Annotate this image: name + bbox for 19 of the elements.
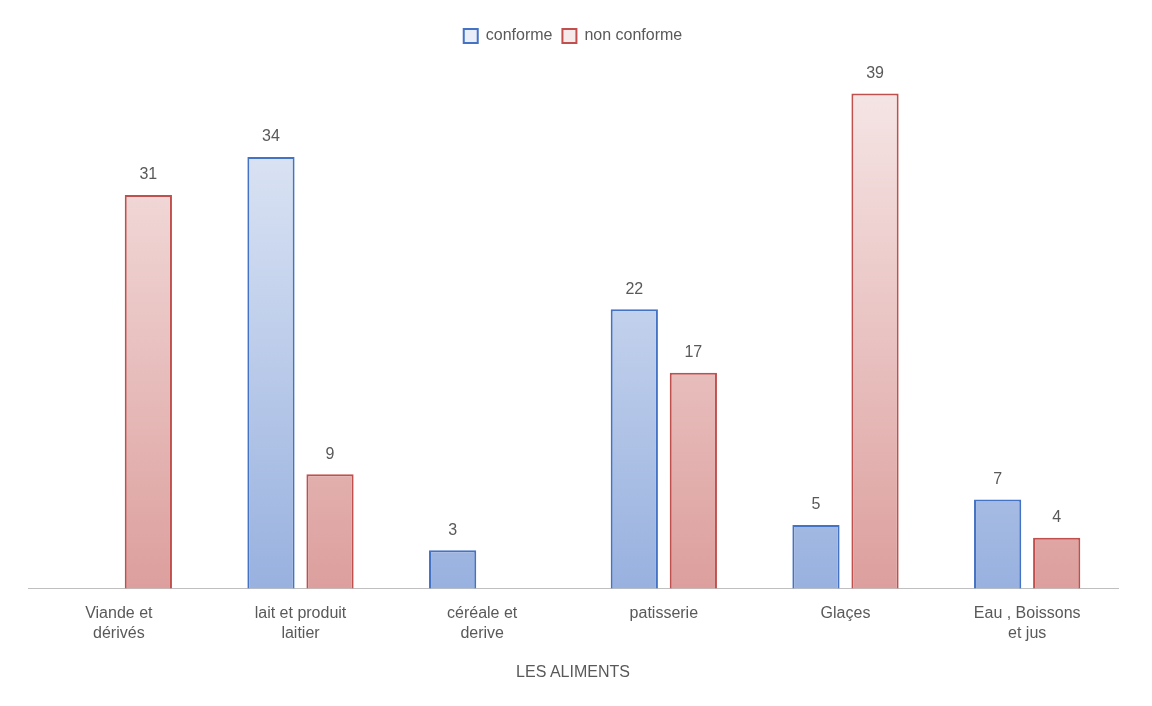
data-label: 7 — [993, 469, 1003, 487]
x-tick-label: Glaçes — [820, 604, 871, 622]
data-label: 4 — [1052, 508, 1062, 526]
data-label: 22 — [625, 279, 644, 297]
data-label: 3 — [448, 520, 458, 538]
x-axis-title: LES ALIMENTS — [516, 662, 630, 680]
legend-label: conforme — [485, 26, 553, 44]
data-label: 31 — [139, 165, 158, 183]
data-label: 39 — [866, 63, 885, 81]
x-tick-label: céréale et derive — [447, 604, 518, 641]
data-label: 5 — [811, 495, 821, 513]
data-label: 9 — [325, 444, 335, 462]
x-tick-label: patisserie — [629, 604, 699, 622]
legend-label: non conforme — [584, 26, 683, 44]
x-tick-label: lait et produit laitier — [254, 604, 347, 641]
data-label: 34 — [262, 127, 280, 145]
data-label: 17 — [684, 343, 703, 361]
x-tick-label: Viande et dérivés — [85, 604, 154, 641]
x-tick-label: Eau , Boissons et jus — [973, 604, 1081, 641]
